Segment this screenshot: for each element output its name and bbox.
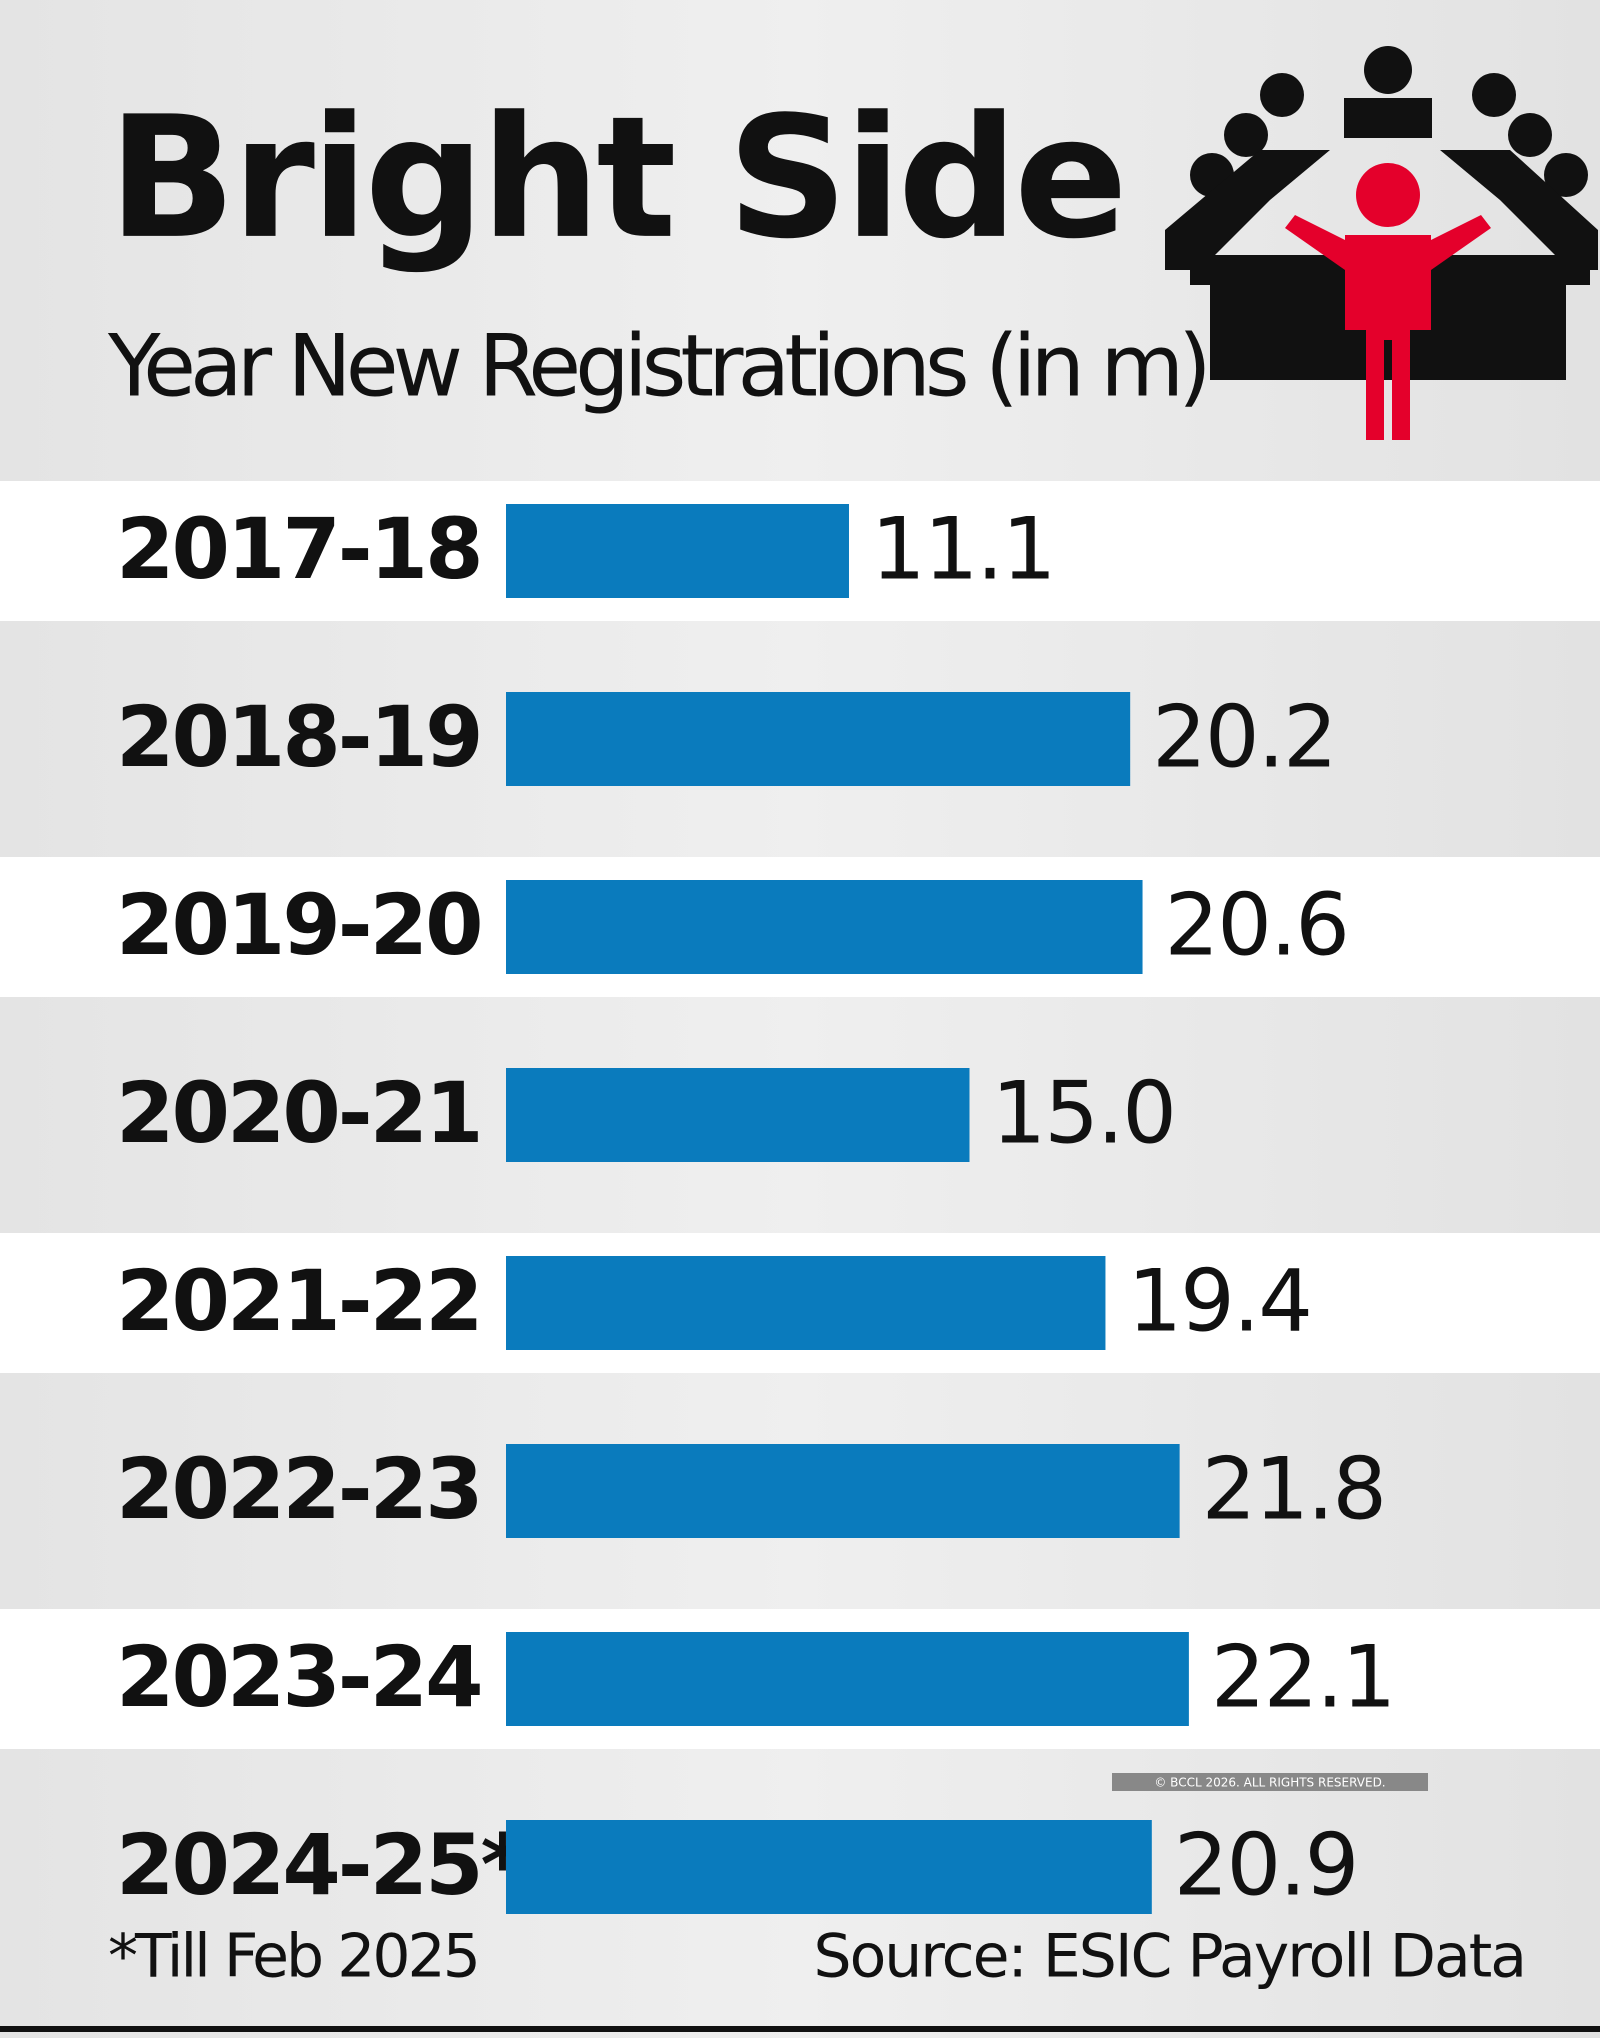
category-label: 2017-18 <box>116 500 481 598</box>
meeting-icon <box>1165 46 1598 440</box>
bar <box>506 1256 1106 1350</box>
category-label: 2018-19 <box>116 688 481 786</box>
value-label: 19.4 <box>1127 1251 1310 1351</box>
category-label: 2023-24 <box>116 1628 481 1726</box>
bar <box>506 880 1143 974</box>
category-label: 2022-23 <box>116 1440 481 1538</box>
bar <box>506 1068 970 1162</box>
value-label: 20.6 <box>1165 875 1348 975</box>
value-label: 11.1 <box>871 499 1054 599</box>
bar <box>506 504 849 598</box>
value-label: 20.9 <box>1174 1815 1357 1915</box>
copyright: © BCCL 2026. ALL RIGHTS RESERVED. <box>1154 1776 1385 1790</box>
bar <box>506 692 1131 786</box>
bar <box>506 1632 1189 1726</box>
source: Source: ESIC Payroll Data <box>813 1922 1525 1992</box>
chart-title: Bright Side <box>108 80 1124 276</box>
category-label: 2021-22 <box>116 1252 481 1350</box>
footnote: *Till Feb 2025 <box>108 1922 478 1992</box>
value-label: 15.0 <box>992 1063 1175 1163</box>
category-label: 2019-20 <box>116 876 481 974</box>
category-label: 2024-25* <box>116 1816 524 1914</box>
bar <box>506 1444 1180 1538</box>
copyright-box <box>1112 1773 1428 1791</box>
value-label: 22.1 <box>1211 1627 1394 1727</box>
bottom-rule <box>0 2026 1600 2032</box>
category-label: 2020-21 <box>116 1064 481 1162</box>
chart-subtitle: Year New Registrations (in m) <box>107 316 1206 416</box>
bar <box>506 1820 1152 1914</box>
value-label: 20.2 <box>1152 687 1335 787</box>
value-label: 21.8 <box>1202 1439 1385 1539</box>
